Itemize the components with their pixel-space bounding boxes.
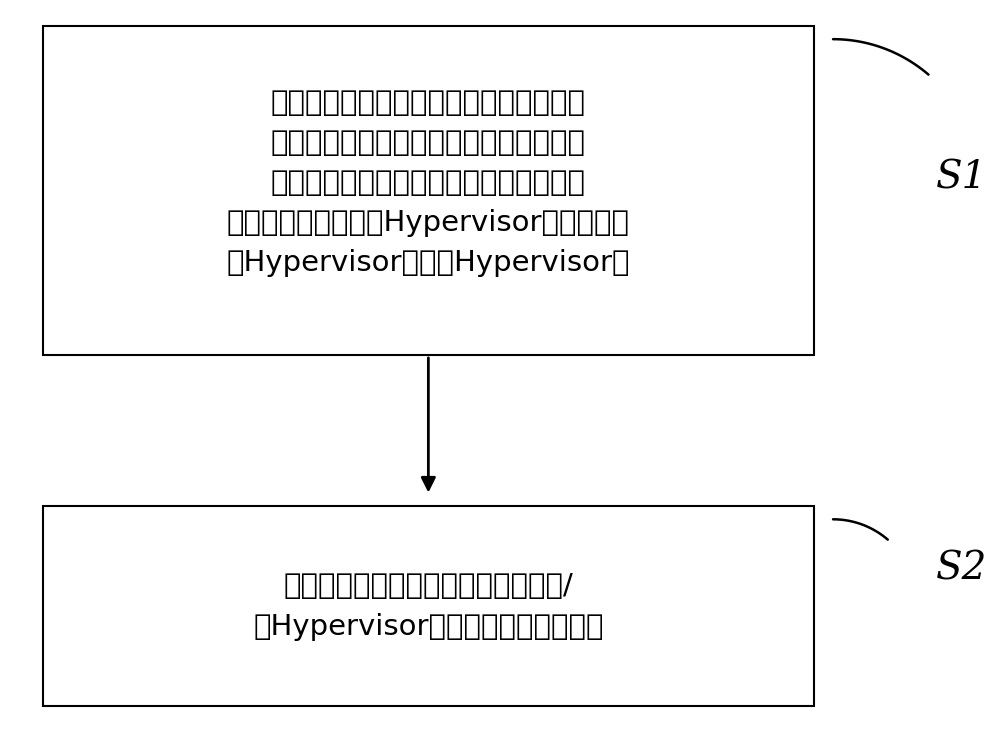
Text: S1: S1 bbox=[935, 159, 987, 196]
Bar bbox=[43, 506, 814, 706]
Text: S2: S2 bbox=[935, 551, 987, 588]
Text: 所述云平台通过适配后的虚拟资源和/
或Hypervisor层进行业务处理或管理: 所述云平台通过适配后的虚拟资源和/ 或Hypervisor层进行业务处理或管理 bbox=[253, 571, 604, 641]
Bar bbox=[43, 26, 814, 355]
Text: 当虚拟化平台接入云平台时，所述云平台
将接入的虚拟化平台的虚拟资源适配为预
设虚拟类型的虚拟资源，将接入的虚拟化
平台的虚拟机监视器Hypervisor层适配为: 当虚拟化平台接入云平台时，所述云平台 将接入的虚拟化平台的虚拟资源适配为预 设虚… bbox=[227, 89, 630, 277]
